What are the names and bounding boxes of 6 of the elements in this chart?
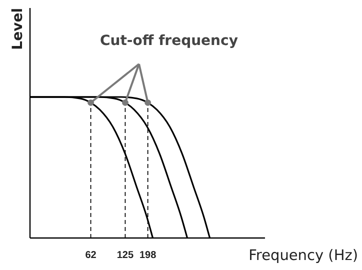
y-axis-title: Level xyxy=(10,8,26,50)
x-tick-label: 62 xyxy=(85,250,97,261)
x-axis-title: Frequency (Hz) xyxy=(248,248,358,264)
text: Cut-off frequency xyxy=(100,33,238,49)
x-tick-label: 198 xyxy=(139,250,157,261)
x-tick-label: 125 xyxy=(116,250,134,261)
